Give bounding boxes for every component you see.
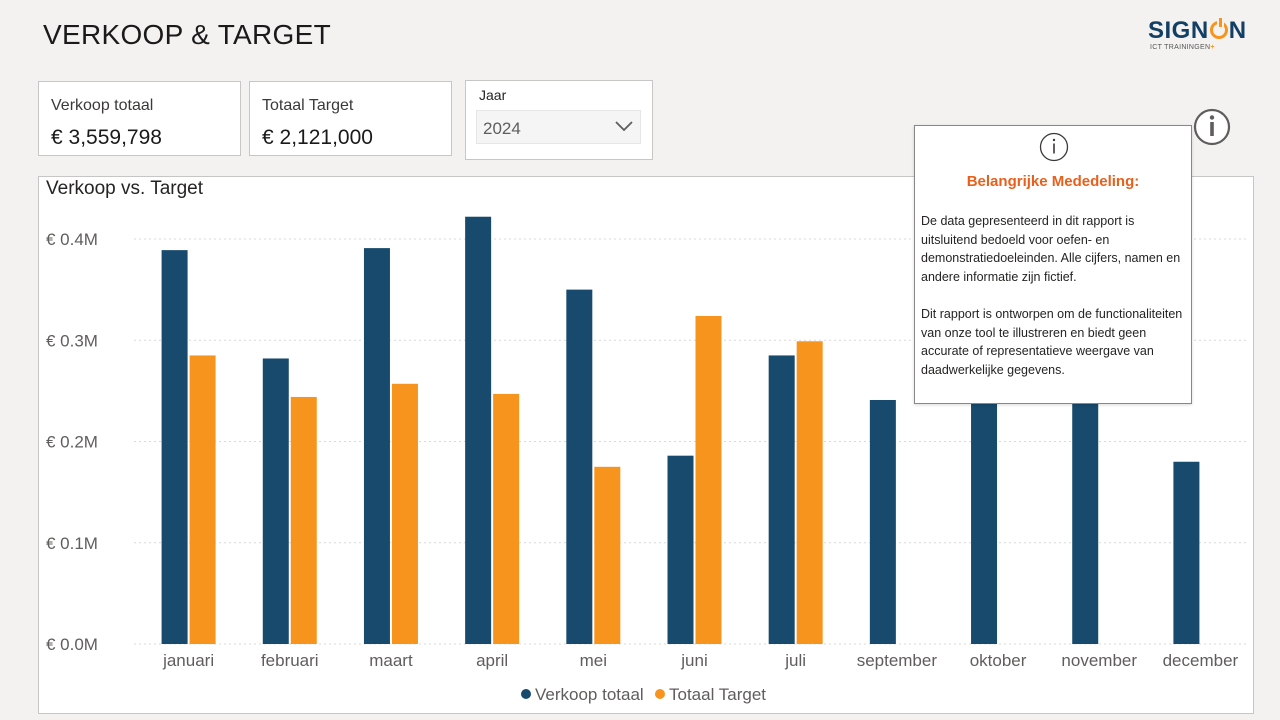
bar-target xyxy=(290,396,317,644)
bar-verkoop xyxy=(1173,461,1200,644)
logo-subtitle: ICT TRAININGEN xyxy=(1150,44,1211,51)
bar-target xyxy=(594,466,621,644)
x-tick-label: februari xyxy=(261,651,319,670)
x-tick-label: november xyxy=(1061,651,1137,670)
bar-verkoop xyxy=(768,355,795,644)
kpi-card-totaal-target: Totaal Target € 2,121,000 xyxy=(249,81,452,156)
bar-target xyxy=(391,383,418,644)
chevron-down-icon xyxy=(615,121,633,132)
bar-verkoop xyxy=(667,455,694,644)
logo-text-right: N xyxy=(1228,17,1247,44)
notice-body: De data gepresenteerd in dit rapport is … xyxy=(921,212,1189,398)
kpi-label: Verkoop totaal xyxy=(51,97,154,114)
bar-verkoop xyxy=(161,250,188,644)
year-dropdown[interactable]: 2024 xyxy=(476,110,641,144)
notice-tooltip: Belangrijke Mededeling: De data gepresen… xyxy=(914,125,1192,404)
notice-paragraph: De data gepresenteerd in dit rapport is … xyxy=(921,214,1181,284)
x-tick-label: april xyxy=(476,651,508,670)
logo-text-left: SIGN xyxy=(1148,17,1209,44)
x-tick-label: maart xyxy=(369,651,413,670)
legend-label: Totaal Target xyxy=(669,685,766,704)
bar-target xyxy=(695,315,722,644)
y-tick-label: € 0.3M xyxy=(46,331,98,350)
bar-verkoop xyxy=(465,216,492,644)
kpi-value: € 3,559,798 xyxy=(51,126,162,149)
x-tick-label: januari xyxy=(162,651,214,670)
notice-paragraph: Dit rapport is ontworpen om de functiona… xyxy=(921,306,1183,377)
notice-info-icon xyxy=(1039,132,1069,162)
year-selected-value: 2024 xyxy=(483,119,521,138)
info-icon[interactable] xyxy=(1191,107,1233,149)
x-tick-label: december xyxy=(1163,651,1239,670)
legend-label: Verkoop totaal xyxy=(535,685,644,704)
bar-verkoop xyxy=(869,399,896,644)
signon-logo: SIGN N ICT TRAININGEN+ xyxy=(1148,18,1258,54)
bar-target xyxy=(493,393,520,644)
chart-plot: € 0.0M € 0.1M € 0.2M € 0.3M € 0.4M januari feb… xyxy=(46,216,1247,704)
logo-plus: + xyxy=(1210,44,1215,51)
bar-verkoop xyxy=(566,289,593,644)
y-tick-label: € 0.0M xyxy=(46,635,98,654)
x-tick-label: mei xyxy=(580,651,607,670)
bar-target xyxy=(189,355,216,644)
y-tick-label: € 0.1M xyxy=(46,534,98,553)
logo-power-icon xyxy=(1209,18,1228,39)
y-tick-label: € 0.4M xyxy=(46,230,98,249)
bar-verkoop xyxy=(262,358,289,644)
chart-title: Verkoop vs. Target xyxy=(46,178,204,199)
x-tick-label: juli xyxy=(784,651,806,670)
kpi-value: € 2,121,000 xyxy=(262,126,373,149)
legend-marker xyxy=(655,689,665,699)
x-tick-label: september xyxy=(857,651,938,670)
kpi-label: Totaal Target xyxy=(262,97,354,114)
notice-heading: Belangrijke Mededeling: xyxy=(966,173,1140,190)
x-tick-label: juni xyxy=(680,651,707,670)
bar-verkoop xyxy=(363,248,390,645)
kpi-card-verkoop-totaal: Verkoop totaal € 3,559,798 xyxy=(38,81,241,156)
page-title: VERKOOP & TARGET xyxy=(43,19,331,50)
bar-target xyxy=(796,341,823,644)
x-tick-label: oktober xyxy=(970,651,1027,670)
slicer-label: Jaar xyxy=(479,87,507,103)
y-tick-label: € 0.2M xyxy=(46,433,98,452)
year-slicer: Jaar 2024 xyxy=(465,80,653,160)
legend-marker xyxy=(521,689,531,699)
